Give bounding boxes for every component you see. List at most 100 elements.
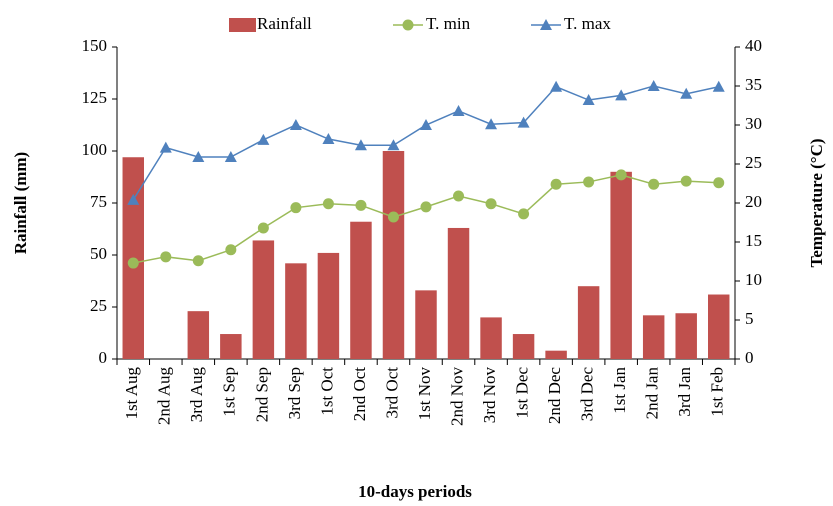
legend-label: T. min [426,14,471,33]
y-axis-title: Rainfall (mm) [11,152,30,254]
y2-tick-label: 35 [745,75,762,94]
y-tick-label: 25 [90,296,107,315]
marker [680,175,692,187]
marker [550,178,562,190]
marker [452,104,465,116]
y2-tick-label: 0 [745,348,754,367]
y-tick-label: 0 [99,348,108,367]
bar [512,334,535,359]
marker [289,119,302,130]
x-tick-label: 2nd Dec [545,367,564,425]
y-tick-label: 75 [90,192,107,211]
marker [420,201,432,213]
bar [350,221,372,359]
marker [517,116,530,128]
marker [160,251,172,263]
marker [322,198,334,210]
marker [224,150,237,162]
marker [647,80,660,91]
marker [648,178,660,190]
y2-tick-label: 5 [745,309,754,328]
marker [582,94,595,106]
marker [420,119,432,130]
x-tick-label: 3rd Nov [480,367,499,424]
bar [382,151,405,359]
y2-tick-label: 30 [745,114,762,133]
marker [257,133,270,145]
y2-tick-label: 40 [745,36,762,55]
marker [159,141,172,153]
marker [550,80,563,92]
x-tick-label: 3rd Jan [675,367,694,417]
marker [387,139,400,151]
marker [615,169,627,181]
marker [713,177,725,189]
x-tick-label: 3rd Sep [285,367,304,419]
x-tick-label: 3rd Oct [382,367,401,419]
x-tick-label: 1st Sep [220,367,239,417]
y2-tick-label: 10 [745,270,762,289]
y2-tick-label: 15 [745,231,762,250]
bar [610,171,632,359]
marker [127,193,140,205]
x-tick-label: 2nd Jan [643,367,662,420]
marker [192,150,205,162]
bar [708,294,730,359]
x-tick-label: 3rd Aug [187,367,206,423]
marker [583,176,595,188]
legend-marker [402,19,414,31]
marker [615,89,628,101]
bar [545,350,567,359]
y-tick-label: 125 [82,88,108,107]
x-tick-label: 2nd Aug [155,367,174,426]
y2-tick-label: 20 [745,192,762,211]
x-tick-label: 2nd Sep [252,367,271,422]
x-tick-label: 1st Dec [512,367,531,419]
bar [642,315,665,359]
marker [290,202,302,214]
bar [285,263,307,359]
bar [415,290,437,359]
bar [317,252,340,359]
legend-swatch [229,18,256,32]
bar [252,240,275,359]
marker [127,257,139,269]
marker [257,222,269,234]
marker [485,198,497,210]
x-tick-label: 1st Nov [415,367,434,421]
bar [220,334,242,359]
marker [355,199,367,211]
marker [192,255,204,267]
marker [518,208,530,220]
bar [675,313,697,359]
y2-tick-label: 25 [745,153,762,172]
x-tick-label: 3rd Dec [578,367,597,422]
x-tick-label: 1st Feb [708,367,727,417]
bar [447,227,470,359]
marker [712,80,725,92]
marker [322,133,335,145]
marker [680,87,693,99]
y-tick-label: 100 [82,140,108,159]
y-tick-label: 50 [90,244,107,263]
marker [387,211,399,223]
marker [225,244,237,256]
y2-axis-title: Temperature (°C) [807,138,826,267]
x-axis-title: 10-days periods [358,482,472,501]
x-tick-label: 1st Jan [610,367,629,414]
x-tick-label: 2nd Oct [350,367,369,422]
legend-marker [540,19,552,30]
legend-label: Rainfall [257,14,312,33]
marker [453,190,465,202]
bar [187,311,210,359]
marker [485,118,498,130]
bar [577,286,600,359]
x-tick-label: 1st Aug [122,367,141,420]
y-tick-label: 150 [82,36,108,55]
bar [480,317,502,359]
x-tick-label: 2nd Nov [447,367,466,427]
x-tick-label: 1st Oct [317,367,336,416]
legend-label: T. max [564,14,611,33]
marker [354,139,367,151]
